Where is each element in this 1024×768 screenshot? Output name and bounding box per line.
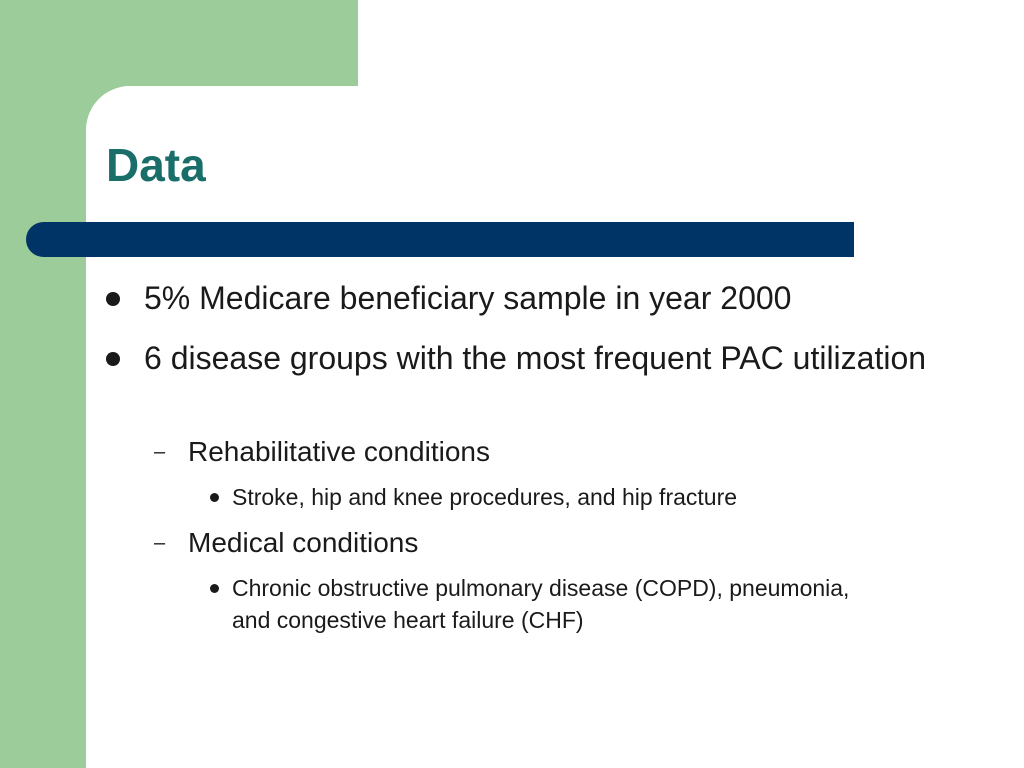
content-panel	[86, 86, 1024, 768]
bullet-text: 5% Medicare beneficiary sample in year 2…	[144, 280, 792, 316]
sub-bullet-text: Rehabilitative conditions	[188, 436, 490, 467]
slide-title: Data	[106, 139, 206, 191]
sub-sub-bullet-item: Stroke, hip and knee procedures, and hip…	[210, 481, 932, 513]
bullet-dot-icon	[210, 584, 219, 593]
title-underline-bar	[26, 222, 854, 257]
bullet-dot-icon	[210, 493, 219, 502]
bullet-dot-icon	[106, 352, 120, 366]
bullet-text: 6 disease groups with the most frequent …	[144, 340, 927, 376]
sub-bullet-text: Medical conditions	[188, 527, 419, 558]
dash-marker: –	[154, 441, 166, 463]
sub-bullet-item: – Rehabilitative conditions	[154, 434, 968, 470]
sub-sub-bullet-item: Chronic obstructive pulmonary disease (C…	[210, 572, 852, 636]
bullet-item: 5% Medicare beneficiary sample in year 2…	[106, 276, 964, 320]
bullet-item: 6 disease groups with the most frequent …	[106, 336, 964, 380]
bullet-dot-icon	[106, 292, 120, 306]
sub-sub-bullet-text: Stroke, hip and knee procedures, and hip…	[232, 484, 738, 510]
sub-sub-bullet-text: Chronic obstructive pulmonary disease (C…	[232, 575, 850, 633]
dash-marker: –	[154, 532, 166, 554]
sub-bullet-item: – Medical conditions	[154, 525, 968, 561]
